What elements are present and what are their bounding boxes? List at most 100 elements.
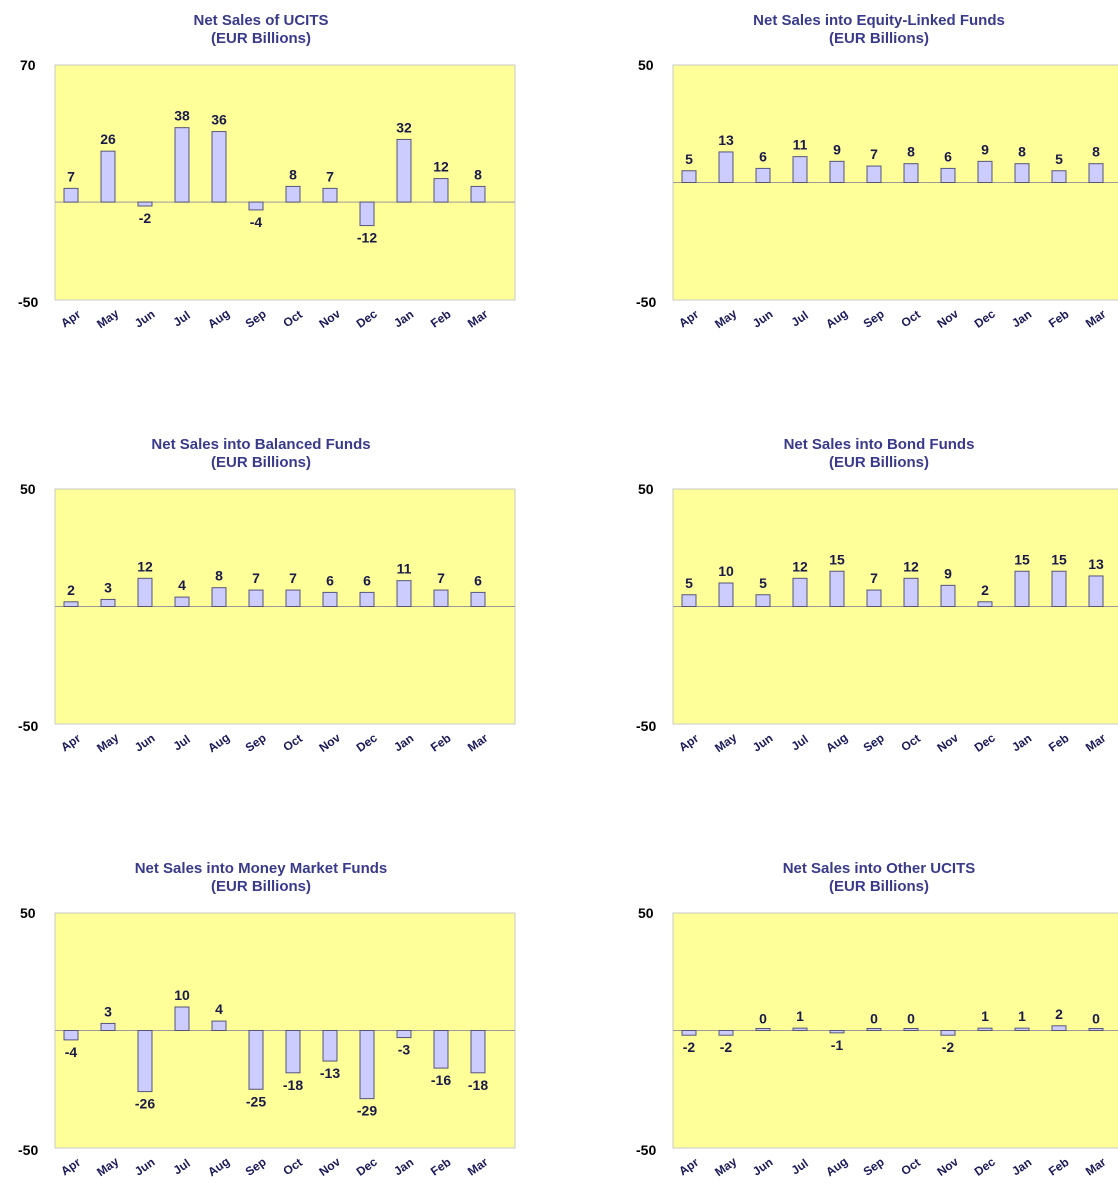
data-label: 11 bbox=[793, 137, 808, 153]
data-label: 12 bbox=[433, 159, 449, 175]
x-tick-label: Jul bbox=[789, 308, 811, 329]
x-tick-label: May bbox=[94, 1154, 121, 1179]
chart-balanced-funds: Net Sales into Balanced Funds(EUR Billio… bbox=[18, 436, 516, 755]
chart-subtitle: (EUR Billions) bbox=[829, 454, 929, 471]
data-label: 0 bbox=[1092, 1011, 1100, 1027]
data-label: -12 bbox=[357, 230, 377, 246]
y-tick-label: 50 bbox=[20, 905, 36, 921]
x-tick-label: Feb bbox=[1046, 1155, 1072, 1179]
bar-jun bbox=[755, 594, 771, 607]
bar-jun bbox=[137, 201, 153, 207]
x-tick-label: Dec bbox=[354, 730, 380, 754]
x-tick-label: Jan bbox=[1009, 307, 1034, 330]
x-tick-label: Jan bbox=[391, 1155, 416, 1178]
x-tick-label: May bbox=[94, 306, 121, 331]
chart-title: Net Sales into Bond Funds bbox=[784, 436, 975, 453]
data-label: 5 bbox=[1055, 151, 1063, 167]
x-tick-label: Nov bbox=[316, 306, 343, 331]
y-tick-label: 50 bbox=[638, 905, 654, 921]
bar-aug bbox=[211, 131, 227, 203]
data-label: 9 bbox=[944, 565, 952, 581]
x-tick-label: Jun bbox=[750, 731, 776, 755]
x-tick-label: Dec bbox=[972, 730, 998, 754]
x-tick-label: Apr bbox=[676, 731, 701, 755]
bar-mar bbox=[470, 185, 486, 203]
bar-may bbox=[718, 582, 734, 607]
bar-aug bbox=[829, 1030, 845, 1034]
bar-aug bbox=[829, 570, 845, 607]
x-tick-label: Aug bbox=[205, 1154, 232, 1179]
x-tick-label: Jun bbox=[132, 1155, 158, 1179]
data-label: 12 bbox=[903, 558, 919, 574]
x-tick-label: Sep bbox=[243, 307, 269, 331]
bar-apr bbox=[63, 601, 79, 608]
chart-bond-funds: Net Sales into Bond Funds(EUR Billions) 5… bbox=[636, 436, 1118, 755]
bar-sep bbox=[248, 589, 264, 608]
x-tick-label: Jun bbox=[132, 731, 158, 755]
chart-subtitle: (EUR Billions) bbox=[829, 878, 929, 895]
bar-apr bbox=[63, 187, 79, 203]
bar-jul bbox=[792, 156, 808, 183]
data-label: 8 bbox=[215, 568, 223, 584]
bar-may bbox=[100, 150, 116, 203]
bar-apr bbox=[63, 1030, 79, 1041]
data-label: 5 bbox=[685, 575, 693, 591]
x-tick-label: Oct bbox=[898, 731, 922, 754]
data-label: 38 bbox=[174, 108, 190, 124]
x-tick-label: Dec bbox=[354, 1154, 380, 1178]
x-tick-label: Aug bbox=[823, 1154, 850, 1179]
chart-subtitle: (EUR Billions) bbox=[211, 878, 311, 895]
bar-jul bbox=[174, 596, 190, 608]
x-tick-label: Apr bbox=[676, 1155, 701, 1179]
bar-dec bbox=[359, 201, 375, 227]
x-tick-label: Nov bbox=[316, 730, 343, 755]
y-tick-label: 50 bbox=[638, 57, 654, 73]
bar-jun bbox=[755, 1028, 771, 1031]
x-tick-label: Dec bbox=[972, 306, 998, 330]
data-label: 2 bbox=[981, 582, 989, 598]
data-label: 10 bbox=[718, 563, 734, 579]
x-tick-label: Sep bbox=[861, 1155, 887, 1179]
x-tick-label: Oct bbox=[280, 1155, 304, 1178]
bar-may bbox=[100, 598, 116, 607]
bar-sep bbox=[248, 1030, 264, 1090]
x-tick-label: Aug bbox=[205, 306, 232, 331]
x-tick-label: Jun bbox=[750, 307, 776, 331]
y-tick-label: -50 bbox=[18, 294, 38, 310]
data-label: 2 bbox=[67, 582, 75, 598]
data-label: -18 bbox=[283, 1077, 303, 1093]
y-tick-label: -50 bbox=[18, 1142, 38, 1158]
x-tick-label: Mar bbox=[1083, 731, 1109, 755]
data-label: -2 bbox=[942, 1039, 955, 1055]
x-tick-label: Jan bbox=[391, 307, 416, 330]
bar-dec bbox=[977, 160, 993, 184]
bar-oct bbox=[285, 589, 301, 608]
data-label: 7 bbox=[289, 570, 297, 586]
data-label: 11 bbox=[397, 561, 412, 577]
data-label: 1 bbox=[796, 1008, 804, 1024]
bar-sep bbox=[248, 201, 264, 211]
x-tick-label: Jul bbox=[171, 1156, 193, 1177]
chart-net-sales-ucits: Net Sales of UCITS(EUR Billions) 70 -50 7 Ap… bbox=[18, 12, 516, 331]
data-label: 5 bbox=[759, 575, 767, 591]
bar-feb bbox=[1051, 570, 1067, 607]
x-tick-label: Apr bbox=[58, 307, 83, 331]
x-tick-label: Nov bbox=[934, 306, 961, 331]
bar-feb bbox=[433, 178, 449, 203]
x-tick-label: Jan bbox=[1009, 1155, 1034, 1178]
data-label: 10 bbox=[174, 987, 190, 1003]
data-label: 15 bbox=[1014, 551, 1030, 567]
data-label: -26 bbox=[135, 1096, 155, 1112]
x-tick-label: Jul bbox=[789, 1156, 811, 1177]
x-tick-label: Mar bbox=[465, 731, 491, 755]
bar-nov bbox=[322, 187, 338, 203]
data-label: 7 bbox=[326, 168, 334, 184]
x-tick-label: Jun bbox=[132, 307, 158, 331]
bar-mar bbox=[1088, 163, 1104, 183]
bar-feb bbox=[1051, 170, 1067, 183]
data-label: 8 bbox=[1018, 144, 1026, 160]
data-label: -13 bbox=[320, 1065, 340, 1081]
x-tick-label: Dec bbox=[972, 1154, 998, 1178]
bar-may bbox=[718, 1030, 734, 1036]
bar-oct bbox=[285, 185, 301, 203]
